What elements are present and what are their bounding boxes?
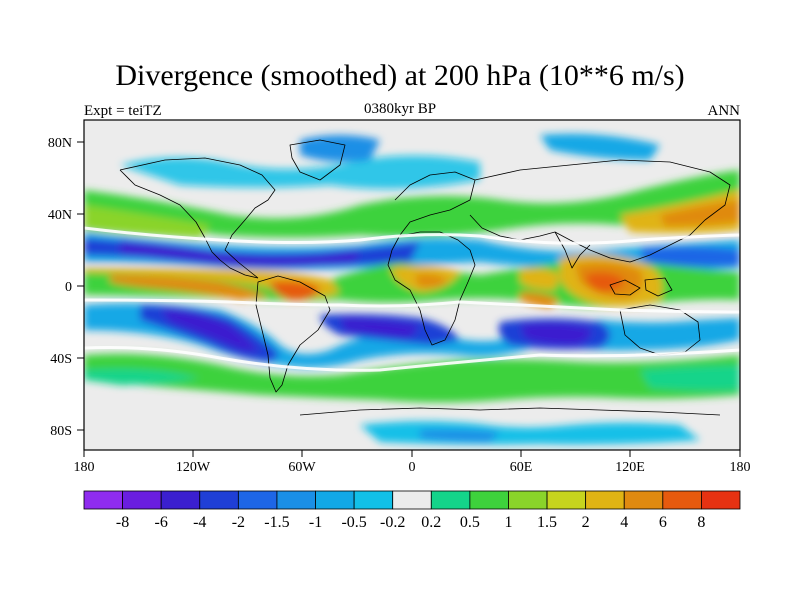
- colorbar-swatch: [276, 490, 316, 510]
- x-tick-label: 120E: [615, 460, 645, 475]
- colorbar-label: 0.2: [421, 514, 441, 531]
- colorbar-labels: -8 -6 -4 -2 -1.5 -1 -0.5 -0.2 0.2 0.5 1 1.5 2 4 6 8: [116, 514, 705, 531]
- y-tick-label: 40N: [48, 208, 72, 223]
- x-tick-label: 60W: [288, 460, 316, 475]
- colorbar: [83, 490, 741, 510]
- colorbar-swatch: [430, 490, 471, 510]
- colorbar-label: -0.5: [341, 514, 366, 531]
- x-tick-label: 180: [730, 460, 751, 475]
- colorbar-label: 1: [504, 514, 512, 531]
- x-tick-label: 0: [409, 460, 416, 475]
- colorbar-label: -4: [193, 514, 206, 531]
- experiment-label: Expt = teiTZ: [84, 103, 162, 119]
- y-tick-label: 40S: [50, 352, 72, 367]
- colorbar-swatch: [122, 490, 162, 510]
- colorbar-label: 1.5: [537, 514, 557, 531]
- colorbar-label: 0.5: [460, 514, 480, 531]
- colorbar-label: -2: [232, 514, 245, 531]
- colorbar-swatch: [353, 490, 394, 510]
- figure-title: Divergence (smoothed) at 200 hPa (10**6 …: [115, 59, 685, 92]
- colorbar-swatch: [237, 490, 278, 510]
- colorbar-swatch: [392, 490, 432, 510]
- colorbar-label: -1.5: [264, 514, 289, 531]
- y-tick-label: 80S: [50, 424, 72, 439]
- colorbar-swatch: [701, 490, 741, 510]
- colorbar-label: 4: [620, 514, 628, 531]
- colorbar-swatch: [83, 490, 123, 510]
- season-label: ANN: [707, 103, 741, 119]
- colorbar-swatch: [508, 490, 548, 510]
- y-tick-label: 0: [65, 280, 72, 295]
- colorbar-label: 6: [659, 514, 667, 531]
- colorbar-label: -0.2: [380, 514, 405, 531]
- colorbar-swatch: [662, 490, 702, 510]
- colorbar-swatch: [546, 490, 587, 510]
- x-tick-label: 180: [74, 460, 95, 475]
- colorbar-label: -1: [309, 514, 322, 531]
- y-tick-label: 80N: [48, 136, 72, 151]
- colorbar-label: -8: [116, 514, 129, 531]
- colorbar-swatch: [199, 490, 239, 510]
- colorbar-swatch: [160, 490, 201, 510]
- x-axis-labels: 180 120W 60W 0 60E 120E 180: [74, 460, 751, 475]
- x-tick-label: 120W: [176, 460, 211, 475]
- colorbar-label: 8: [697, 514, 705, 531]
- map-panel: [84, 120, 740, 450]
- colorbar-label: 2: [582, 514, 590, 531]
- x-tick-label: 60E: [510, 460, 533, 475]
- colorbar-swatch: [623, 490, 664, 510]
- y-axis-labels: 80N 40N 0 40S 80S: [48, 136, 72, 439]
- colorbar-swatch: [469, 490, 509, 510]
- colorbar-label: -6: [155, 514, 168, 531]
- time-label: 0380kyr BP: [363, 101, 437, 117]
- colorbar-swatch: [585, 490, 625, 510]
- colorbar-swatch: [315, 490, 355, 510]
